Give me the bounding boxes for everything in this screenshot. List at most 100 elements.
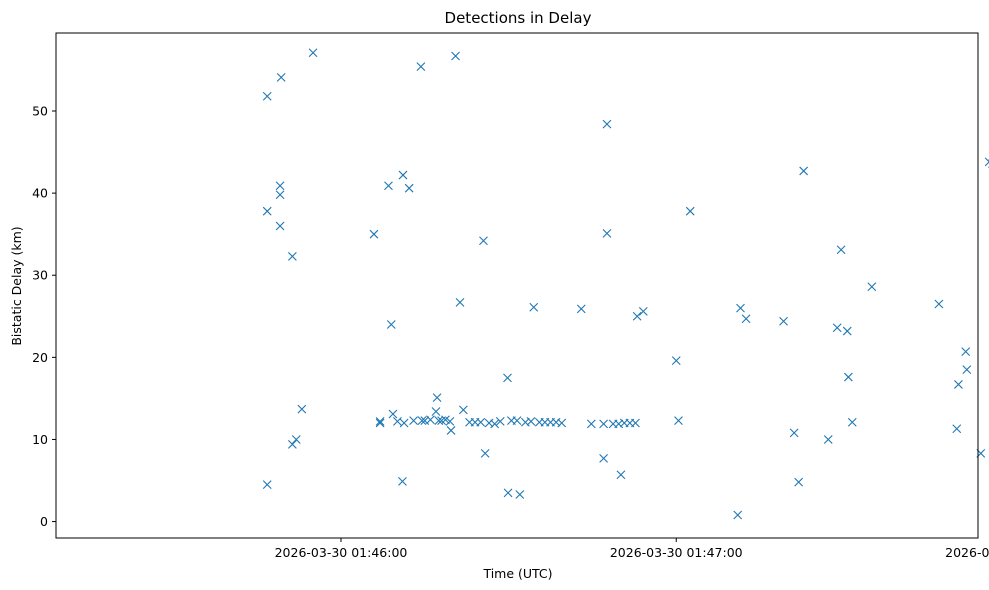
data-point	[733, 510, 743, 520]
data-point	[847, 417, 857, 427]
data-point	[308, 48, 318, 58]
data-point	[685, 206, 695, 216]
data-point	[398, 170, 408, 180]
x-tick-label: 2026-03-30 01:46:00	[275, 545, 408, 560]
data-point	[276, 72, 286, 82]
y-tick-label: 0	[40, 514, 48, 529]
y-axis-label: Bistatic Delay (km)	[9, 226, 24, 345]
data-point	[842, 326, 852, 336]
data-point	[479, 236, 488, 246]
data-point	[399, 418, 409, 428]
data-point	[262, 206, 272, 216]
data-point	[445, 417, 455, 426]
chart-title: Detections in Delay	[445, 9, 592, 27]
data-point	[632, 311, 642, 321]
plot-frame	[55, 32, 979, 539]
data-point	[638, 306, 648, 316]
data-point	[291, 435, 301, 444]
data-point	[441, 415, 450, 425]
y-tick-label: 50	[32, 104, 48, 119]
x-tick-label: 2026-03-30 01:48:00	[945, 545, 989, 560]
data-point	[409, 416, 419, 425]
data-point	[557, 418, 567, 428]
data-point	[599, 419, 609, 429]
data-point	[867, 282, 877, 292]
y-tick-label: 30	[32, 268, 48, 283]
data-point	[954, 380, 963, 389]
data-point	[843, 372, 853, 382]
data-point	[490, 419, 500, 429]
y-tick-label: 10	[32, 432, 48, 447]
data-point	[836, 245, 846, 255]
y-tick-label: 40	[32, 186, 48, 201]
data-point	[275, 221, 285, 231]
data-point	[416, 62, 426, 72]
data-point	[484, 418, 494, 428]
data-point	[614, 419, 624, 429]
data-point	[388, 409, 398, 419]
data-point	[375, 418, 385, 428]
x-axis-ticks: 2026-03-30 01:46:00 2026-03-30 01:47:00 20…	[275, 538, 989, 560]
data-points	[262, 48, 989, 520]
data-point	[962, 365, 972, 375]
data-point	[432, 393, 442, 402]
data-point	[520, 417, 530, 427]
data-point	[386, 320, 396, 329]
data-point	[952, 424, 962, 434]
x-tick-label: 2026-03-30 01:47:00	[610, 545, 743, 560]
data-point	[287, 251, 297, 261]
data-point	[794, 477, 804, 487]
data-point	[515, 490, 525, 499]
data-point	[526, 417, 536, 426]
data-point	[631, 418, 640, 428]
x-axis-label: Time (UTC)	[482, 566, 552, 581]
data-point	[586, 419, 596, 429]
data-point	[961, 347, 971, 356]
data-point	[529, 302, 539, 312]
data-point	[425, 415, 435, 425]
data-point	[576, 304, 586, 314]
data-point	[495, 417, 505, 426]
data-point	[476, 417, 486, 427]
data-point	[375, 417, 385, 426]
data-point	[431, 407, 441, 416]
data-point	[674, 416, 683, 425]
data-point	[602, 119, 612, 129]
y-tick-label: 20	[32, 350, 48, 365]
data-point	[934, 299, 944, 309]
data-point	[671, 356, 681, 366]
data-point	[741, 314, 751, 324]
data-point	[446, 426, 456, 435]
data-point	[451, 51, 460, 61]
data-point	[287, 440, 297, 449]
data-point	[779, 316, 788, 326]
data-point	[984, 157, 989, 167]
data-point	[480, 449, 490, 458]
data-point	[275, 190, 285, 200]
data-point	[599, 453, 609, 463]
data-point	[736, 303, 745, 313]
data-point	[262, 91, 272, 101]
data-point	[602, 228, 612, 238]
data-point	[417, 416, 427, 425]
data-point	[455, 297, 465, 307]
data-point	[369, 229, 379, 239]
data-point	[503, 488, 513, 498]
data-point	[297, 404, 307, 414]
data-point	[551, 417, 561, 427]
y-axis-ticks: 0 10 20 30 40 50	[32, 104, 56, 529]
data-point	[398, 476, 407, 486]
data-point	[275, 181, 285, 191]
data-point	[384, 181, 393, 191]
data-point	[823, 435, 833, 444]
data-point	[789, 428, 799, 438]
data-point	[832, 323, 842, 333]
data-point	[404, 183, 414, 193]
data-point	[503, 373, 512, 383]
data-point	[262, 480, 272, 490]
data-point	[458, 405, 468, 415]
data-point	[512, 416, 522, 425]
data-point	[799, 166, 809, 176]
data-point	[393, 417, 402, 426]
